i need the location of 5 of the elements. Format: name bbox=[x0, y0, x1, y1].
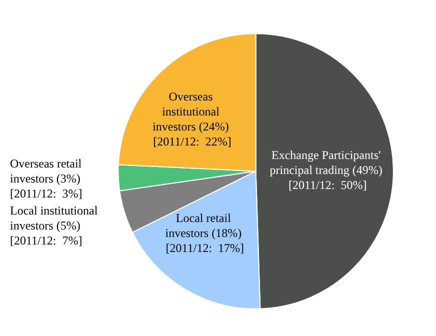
slice-label: Local retail investors (18%) [2011/12: 17%] bbox=[165, 210, 245, 255]
slice-label: Local institutional investors (5%) [2011/12: 7%] bbox=[10, 203, 101, 248]
slice-label: Overseas retail investors (3%) [2011/12: 3%] bbox=[10, 156, 85, 200]
slice-label: Overseas institutional investors (24%) [2011/12: 22%] bbox=[152, 90, 232, 149]
slice-label: Exchange Participants' principal trading (49%) [2011/12: 50%] bbox=[270, 148, 386, 192]
